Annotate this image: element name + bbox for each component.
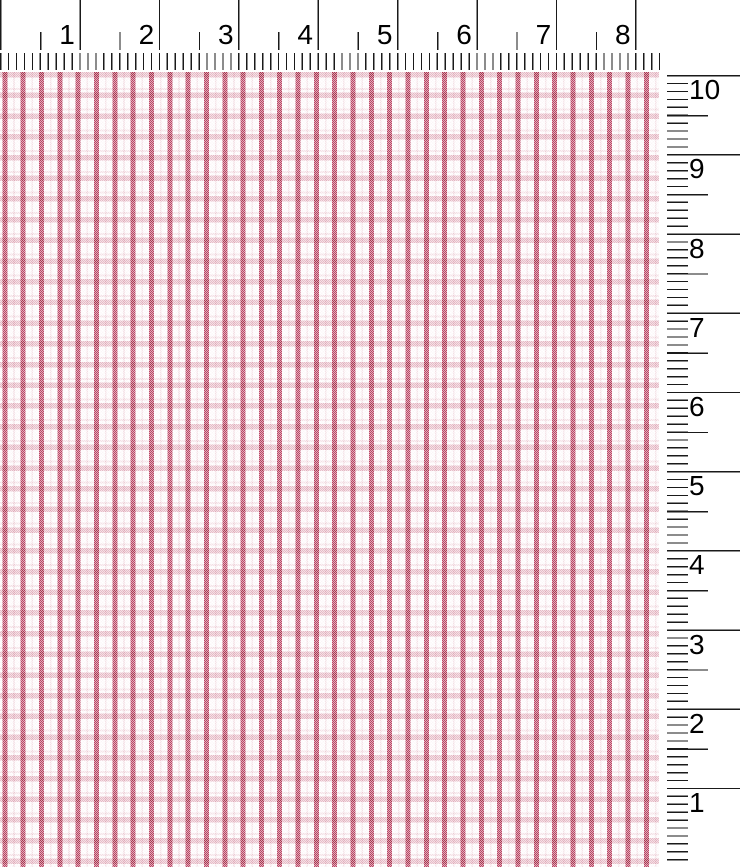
ruler-label: 1 [59,19,75,50]
fabric-swatch-canvas[interactable] [0,72,659,867]
ruler-label: 2 [689,707,705,739]
ruler-label: 9 [689,153,705,185]
ruler-label: 6 [456,19,472,50]
ruler-label: 7 [535,19,552,50]
ruler-vertical: 10 9 8 7 6 5 4 3 2 1 [667,0,740,867]
ruler-label: 5 [689,470,705,502]
ruler-label: 1 [689,787,705,818]
ruler-label: 4 [689,549,705,581]
ruler-label: 3 [218,19,234,50]
ruler-label: 8 [615,19,631,50]
ruler-horizontal: 1 2 3 4 5 6 7 8 [0,0,660,71]
ruler-label: 3 [689,628,705,660]
ruler-label: 2 [138,19,155,50]
ruler-label: 5 [376,19,393,50]
ruler-label: 7 [689,311,705,343]
ruler-label: 10 [689,74,721,106]
ruler-label: 4 [297,19,313,50]
ruler-label: 8 [689,232,705,264]
ruler-label: 6 [689,391,705,422]
